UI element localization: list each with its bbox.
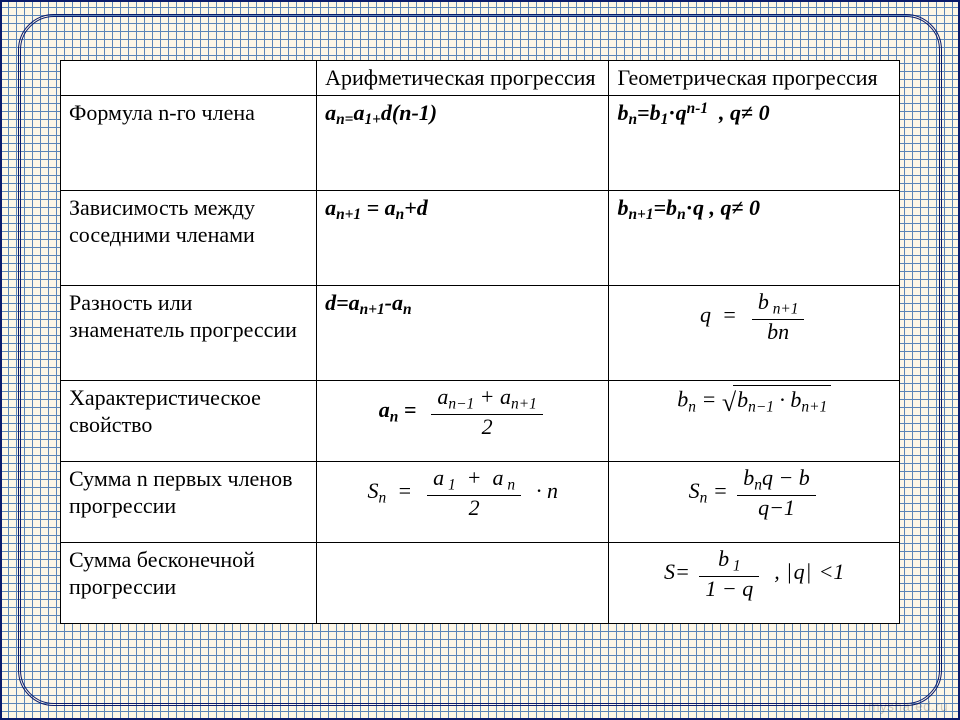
header-geometric: Геометрическая прогрессия bbox=[609, 61, 900, 96]
table-row: Характеристическое свойство an = an−1 + … bbox=[61, 381, 900, 462]
row-label: Сумма n первых членов прогрессии bbox=[61, 462, 317, 543]
table-container: Арифметическая прогрессия Геометрическая… bbox=[60, 60, 900, 624]
slide-page: Арифметическая прогрессия Геометрическая… bbox=[0, 0, 960, 720]
header-blank bbox=[61, 61, 317, 96]
row-label: Разность или знаменатель прогрессии bbox=[61, 286, 317, 381]
cell-geom-sum: Sn = bnq − b q−1 bbox=[609, 462, 900, 543]
cell-arith-nth: an=a1+d(n-1) bbox=[317, 96, 609, 191]
cell-arith-sum: Sn = a 1 + a n 2 · n bbox=[317, 462, 609, 543]
cell-geom-nth: bn=b1·qn-1 , q≠ 0 bbox=[609, 96, 900, 191]
formula-geom-rec: bn+1=bn·q , q≠ 0 bbox=[617, 195, 760, 220]
formula-geom-nth: bn=b1·qn-1 , q≠ 0 bbox=[617, 100, 769, 125]
formula-geom-ratio: q = b n+1 bn bbox=[700, 290, 808, 344]
formula-geom-char: bn = √bn−1 · bn+1 bbox=[677, 385, 831, 418]
cell-arith-infsum bbox=[317, 543, 609, 624]
formula-geom-sum: Sn = bnq − b q−1 bbox=[689, 466, 820, 520]
watermark: myshared.ru bbox=[868, 698, 948, 714]
cell-geom-char: bn = √bn−1 · bn+1 bbox=[609, 381, 900, 462]
cell-arith-rec: an+1 = an+d bbox=[317, 191, 609, 286]
table-row: Разность или знаменатель прогрессии d=an… bbox=[61, 286, 900, 381]
table-row: Формула n-го члена an=a1+d(n-1) bn=b1·qn… bbox=[61, 96, 900, 191]
progressions-table: Арифметическая прогрессия Геометрическая… bbox=[60, 60, 900, 624]
table-row: Сумма бесконечной прогрессии S= b 1 1 − … bbox=[61, 543, 900, 624]
table-row: Арифметическая прогрессия Геометрическая… bbox=[61, 61, 900, 96]
row-label: Сумма бесконечной прогрессии bbox=[61, 543, 317, 624]
table-row: Зависимость между соседними членами an+1… bbox=[61, 191, 900, 286]
cell-geom-ratio: q = b n+1 bn bbox=[609, 286, 900, 381]
cell-arith-diff: d=an+1-an bbox=[317, 286, 609, 381]
formula-arith-diff: d=an+1-an bbox=[325, 290, 411, 315]
row-label: Зависимость между соседними членами bbox=[61, 191, 317, 286]
formula-arith-sum: Sn = a 1 + a n 2 · n bbox=[368, 466, 559, 520]
formula-arith-rec: an+1 = an+d bbox=[325, 195, 428, 220]
formula-arith-nth: an=a1+d(n-1) bbox=[325, 100, 437, 125]
header-arithmetic: Арифметическая прогрессия bbox=[317, 61, 609, 96]
cell-geom-rec: bn+1=bn·q , q≠ 0 bbox=[609, 191, 900, 286]
row-label: Характеристическое свойство bbox=[61, 381, 317, 462]
row-label: Формула n-го члена bbox=[61, 96, 317, 191]
table-row: Сумма n первых членов прогрессии Sn = a … bbox=[61, 462, 900, 543]
formula-arith-char: an = an−1 + an+1 2 bbox=[379, 385, 547, 439]
cell-arith-char: an = an−1 + an+1 2 bbox=[317, 381, 609, 462]
formula-geom-infsum: S= b 1 1 − q , |q| <1 bbox=[664, 547, 844, 601]
cell-geom-infsum: S= b 1 1 − q , |q| <1 bbox=[609, 543, 900, 624]
